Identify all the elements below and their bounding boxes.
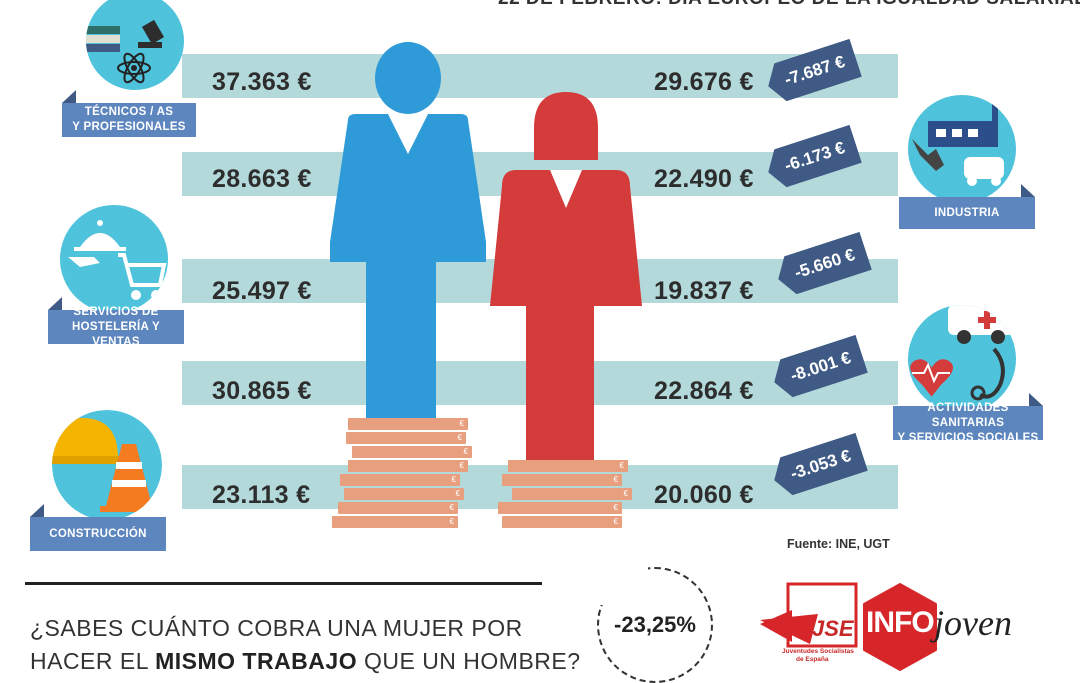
science-books-icon xyxy=(86,0,184,90)
men-salary-4: 30.865 € xyxy=(212,377,312,405)
ambulance-heart-icon xyxy=(908,305,1016,413)
women-salary-1: 29.676 € xyxy=(654,68,754,96)
category-label-industria: INDUSTRIA xyxy=(899,197,1035,229)
category-line: ACTIVIDADES SANITARIAS xyxy=(927,401,1009,429)
coin: € xyxy=(352,446,472,458)
cloche-cart-icon xyxy=(60,205,168,313)
category-line: Y PROFESIONALES xyxy=(72,121,186,133)
question-text: ¿SABES CUÁNTO COBRA UNA MUJER POR HACER … xyxy=(30,612,590,678)
men-salary-5: 23.113 € xyxy=(212,481,311,509)
women-salary-5: 20.060 € xyxy=(654,481,754,509)
category-line: SERVICIOS DE xyxy=(73,305,159,318)
men-salary-2: 28.663 € xyxy=(212,165,312,193)
coin: € xyxy=(338,502,458,514)
joven-text: joven xyxy=(934,603,1012,643)
jse-subtitle-2: de España xyxy=(796,656,829,663)
coin: € xyxy=(502,474,622,486)
women-salary-4: 22.864 € xyxy=(654,377,754,405)
question-line-2: HACER EL MISMO TRABAJO QUE UN HOMBRE? xyxy=(30,648,581,674)
circle-mask xyxy=(584,565,648,605)
label-corner-fold xyxy=(1021,184,1035,197)
category-line: INDUSTRIA xyxy=(934,206,1000,219)
category-line: HOSTELERÍA Y VENTAS xyxy=(72,320,160,348)
coin: € xyxy=(340,474,460,486)
label-corner-fold xyxy=(48,297,62,310)
coin: € xyxy=(498,502,622,514)
coin: € xyxy=(346,432,466,444)
men-salary-1: 37.363 € xyxy=(212,68,312,96)
coin: € xyxy=(348,418,468,430)
woman-figure xyxy=(490,92,642,462)
coin: € xyxy=(508,460,628,472)
coin: € xyxy=(502,516,622,528)
helmet-cone-icon xyxy=(52,410,162,520)
label-corner-fold xyxy=(30,504,44,517)
category-label-hosteleria: SERVICIOS DE HOSTELERÍA Y VENTAS xyxy=(48,306,184,348)
coin: € xyxy=(348,460,468,472)
category-line: CONSTRUCCIÓN xyxy=(49,527,147,540)
divider xyxy=(25,582,542,585)
coin: € xyxy=(512,488,632,500)
man-figure xyxy=(330,42,486,420)
category-label-tecnicos: TÉCNICOS / AS Y PROFESIONALES xyxy=(62,103,196,137)
infojoven-logo: INFO joven xyxy=(862,582,1038,672)
coin: € xyxy=(344,488,464,500)
jse-letters: JSE xyxy=(812,616,854,641)
jse-subtitle-1: Juventudes Socialistas xyxy=(782,648,854,655)
men-coin-stack: € € € € € € € € xyxy=(332,418,482,528)
category-line: Y SERVICIOS SOCIALES xyxy=(897,431,1039,444)
women-salary-3: 19.837 € xyxy=(654,277,754,305)
label-corner-fold xyxy=(62,90,76,103)
men-salary-3: 25.497 € xyxy=(212,277,312,305)
women-salary-2: 22.490 € xyxy=(654,165,754,193)
source-note: Fuente: INE, UGT xyxy=(787,537,890,551)
factory-icon xyxy=(908,95,1016,203)
jse-logo: JSE Juventudes Socialistas de España xyxy=(758,580,862,672)
women-coin-stack: € € € € € xyxy=(496,460,646,530)
category-label-sanitarias: ACTIVIDADES SANITARIAS Y SERVICIOS SOCIA… xyxy=(893,402,1043,444)
question-line-1: ¿SABES CUÁNTO COBRA UNA MUJER POR xyxy=(30,615,523,641)
total-gap-value: -23,25% xyxy=(614,612,696,637)
coin: € xyxy=(332,516,458,528)
label-corner-fold xyxy=(1029,393,1043,406)
info-text: INFO xyxy=(866,606,935,639)
category-label-construccion: CONSTRUCCIÓN xyxy=(30,517,166,551)
page-title: 22 DE FEBRERO: DÍA EUROPEO DE LA IGUALDA… xyxy=(498,0,1080,10)
category-line: TÉCNICOS / AS xyxy=(84,106,174,118)
